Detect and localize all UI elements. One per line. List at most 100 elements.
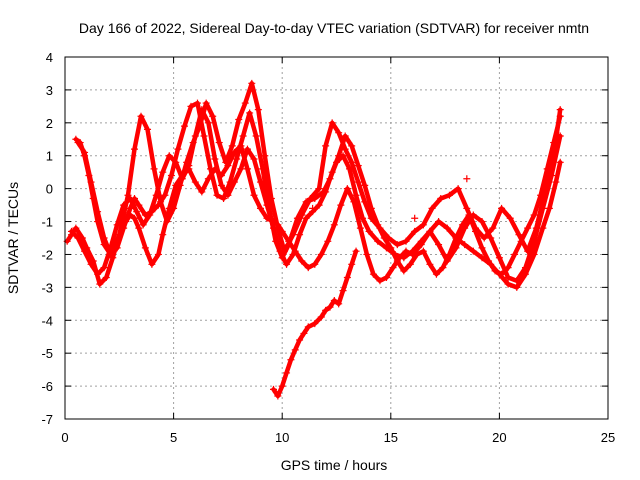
y-tick-label: -7 [41, 412, 53, 427]
series-trace [75, 81, 563, 257]
data-point [432, 270, 440, 278]
data-point [376, 277, 384, 285]
data-point [144, 125, 152, 133]
data-point [270, 385, 278, 393]
data-point [489, 224, 497, 232]
data-point [356, 224, 364, 232]
data-point [417, 237, 425, 245]
data-point [435, 241, 443, 249]
data-point [478, 218, 486, 226]
data-point [491, 267, 499, 275]
data-point [87, 260, 95, 268]
x-tick-label: 25 [601, 430, 615, 445]
data-point [437, 195, 445, 203]
data-point [256, 204, 264, 212]
data-point [354, 178, 362, 186]
data-point [306, 195, 314, 203]
data-point [411, 227, 419, 235]
data-point [469, 247, 477, 255]
data-point [289, 250, 297, 258]
y-tick-label: -2 [41, 247, 53, 262]
data-point [191, 178, 199, 186]
data-point [81, 148, 89, 156]
data-point [133, 208, 141, 216]
data-point [298, 257, 306, 265]
data-point [131, 145, 139, 153]
y-tick-label: 3 [46, 83, 53, 98]
data-point [159, 231, 167, 239]
data-point [550, 139, 558, 147]
data-point [478, 254, 486, 262]
data-point [239, 132, 247, 140]
data-point [152, 191, 160, 199]
y-tick-label: 4 [46, 50, 53, 65]
data-point [556, 112, 564, 120]
y-tick-label: -1 [41, 215, 53, 230]
data-point [330, 221, 338, 229]
data-point [367, 204, 375, 212]
data-point [146, 211, 154, 219]
data-point [498, 270, 506, 278]
data-point [452, 234, 460, 242]
data-point [252, 132, 260, 140]
data-point [465, 211, 473, 219]
data-point [485, 257, 493, 265]
data-point [274, 392, 282, 400]
data-point [261, 152, 269, 160]
data-point [263, 201, 271, 209]
data-point [513, 277, 521, 285]
data-point [296, 231, 304, 239]
data-point [374, 237, 382, 245]
y-tick-label: 0 [46, 182, 53, 197]
data-point [302, 214, 310, 222]
data-point [94, 208, 102, 216]
data-point [248, 79, 256, 87]
data-point [322, 142, 330, 150]
data-point [74, 234, 82, 242]
data-point [348, 142, 356, 150]
data-point [100, 234, 108, 242]
data-point [352, 247, 360, 255]
data-point [532, 224, 540, 232]
data-point [328, 168, 336, 176]
data-point [135, 224, 143, 232]
data-point [322, 306, 330, 314]
data-point [400, 254, 408, 262]
data-point [185, 162, 193, 170]
x-axis-label: GPS time / hours [281, 457, 388, 473]
data-point [439, 264, 447, 272]
data-point [220, 195, 228, 203]
data-point [348, 260, 356, 268]
data-point [107, 244, 115, 252]
series-track-c [74, 79, 564, 258]
data-point [172, 158, 180, 166]
data-point [141, 244, 149, 252]
data-point [339, 287, 347, 295]
data-point [209, 112, 217, 120]
data-point [207, 165, 215, 173]
data-point [382, 273, 390, 281]
data-point [419, 247, 427, 255]
data-point [315, 201, 323, 209]
data-point [68, 227, 76, 235]
data-point [539, 224, 547, 232]
data-point [215, 139, 223, 147]
data-point [354, 162, 362, 170]
data-point [139, 221, 147, 229]
data-point [233, 155, 241, 163]
x-tick-label: 0 [61, 430, 68, 445]
data-point [211, 155, 219, 163]
data-point [387, 244, 395, 252]
data-point [154, 250, 162, 258]
data-point [537, 191, 545, 199]
data-point [204, 119, 212, 127]
data-point [480, 234, 488, 242]
x-tick-label: 10 [275, 430, 289, 445]
data-point [335, 129, 343, 137]
data-point [224, 191, 232, 199]
data-point [187, 102, 195, 110]
data-point [126, 204, 134, 212]
data-point [213, 191, 221, 199]
data-point [524, 247, 532, 255]
